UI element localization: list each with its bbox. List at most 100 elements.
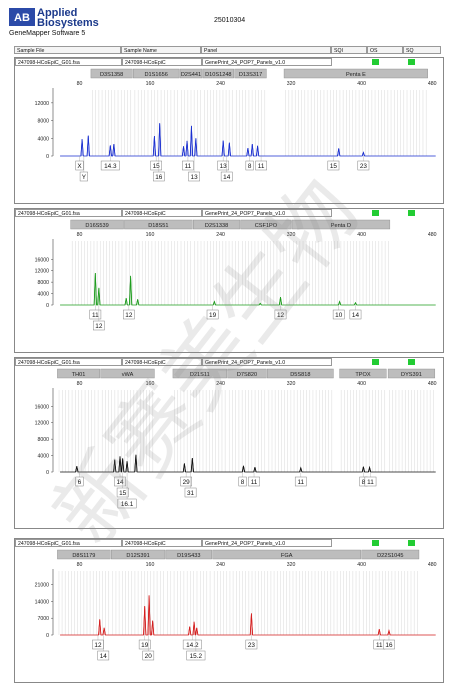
peak bbox=[250, 144, 254, 157]
allele-box bbox=[186, 650, 206, 661]
peak bbox=[227, 142, 231, 157]
marker-bar bbox=[70, 219, 124, 230]
allele-label: 19 bbox=[141, 642, 149, 649]
allele-call: 23 bbox=[357, 156, 370, 171]
allele-label: 8 bbox=[248, 163, 252, 170]
allele-box bbox=[116, 487, 129, 498]
electropherogram-chart-2: D16S539 D18S51 D2S1338 CSF1PO Penta D 80 160 24… bbox=[35, 219, 437, 331]
allele-call: 10 bbox=[332, 305, 345, 320]
allele-call: 11 bbox=[89, 305, 102, 320]
os-status-flag bbox=[372, 59, 379, 65]
marker-bar bbox=[387, 368, 436, 379]
y-tick-label: 8000 bbox=[37, 119, 49, 125]
x-tick-label: 160 bbox=[146, 562, 155, 568]
marker-bar bbox=[361, 549, 420, 560]
allele-call: 12 bbox=[274, 305, 287, 320]
header-sample-file: Sample File bbox=[14, 46, 121, 54]
marker-tpox: TPOX bbox=[339, 368, 387, 379]
marker-d8s1179: D8S1179 bbox=[57, 549, 111, 560]
allele-label: 14 bbox=[100, 653, 108, 660]
peak bbox=[361, 151, 365, 157]
allele-call: 15 bbox=[116, 472, 129, 498]
marker-d5s818: D5S818 bbox=[267, 368, 334, 379]
peak bbox=[258, 302, 262, 306]
os-status-flag bbox=[372, 359, 379, 365]
allele-box bbox=[332, 309, 345, 320]
marker-label: D22S1045 bbox=[377, 553, 403, 559]
bin-lines bbox=[92, 90, 427, 156]
allele-call: 15 bbox=[327, 156, 340, 171]
allele-label: 14.3 bbox=[104, 163, 117, 170]
marker-bar bbox=[124, 219, 193, 230]
peak bbox=[80, 139, 84, 157]
peak bbox=[97, 287, 101, 306]
allele-label: 16 bbox=[155, 174, 163, 181]
marker-label: D2S441 bbox=[181, 72, 201, 78]
allele-label: 23 bbox=[360, 163, 368, 170]
allele-label: 11 bbox=[376, 642, 383, 649]
peak bbox=[377, 629, 381, 636]
allele-box bbox=[182, 160, 194, 171]
y-tick-label: 0 bbox=[46, 633, 49, 639]
header-sample-name: Sample Name bbox=[121, 46, 201, 54]
allele-box bbox=[255, 160, 267, 171]
allele-box bbox=[75, 476, 84, 487]
allele-label: X bbox=[77, 163, 82, 170]
marker-label: D12S391 bbox=[126, 553, 149, 559]
marker-d12s391: D12S391 bbox=[110, 549, 166, 560]
sample-name-value: 247098-HCoEpiC bbox=[122, 358, 202, 366]
marker-bar bbox=[165, 549, 212, 560]
bin-lines bbox=[58, 571, 418, 635]
marker-d13s317: D13S317 bbox=[234, 68, 267, 79]
peak bbox=[387, 629, 391, 636]
marker-bar bbox=[339, 368, 387, 379]
panel-2: 247098-HCoEpiC_G01.fsa 247098-HCoEpiC Gene… bbox=[14, 208, 444, 353]
marker-d1s1656: D1S1656 bbox=[133, 68, 180, 79]
allele-box bbox=[75, 160, 84, 171]
x-tick-label: 160 bbox=[146, 232, 155, 238]
y-tick-label: 21000 bbox=[35, 583, 50, 589]
allele-box bbox=[117, 498, 137, 509]
header-panel: Panel bbox=[201, 46, 331, 54]
sample-file-value: 247098-HCoEpiC_G01.fsa bbox=[15, 58, 122, 66]
software-name: GeneMapper Software 5 bbox=[9, 30, 86, 37]
allele-call: 11 bbox=[364, 472, 377, 487]
panel-value: GenePrint_24_POP7_Panels_v1.0 bbox=[202, 539, 332, 547]
allele-call: 19 bbox=[138, 635, 151, 650]
peak bbox=[152, 136, 156, 157]
peak bbox=[190, 458, 194, 473]
marker-bar bbox=[100, 368, 155, 379]
peak bbox=[124, 298, 128, 306]
sample-name-value: 247098-HCoEpiC bbox=[122, 209, 202, 217]
allele-label: 23 bbox=[248, 642, 256, 649]
peak bbox=[136, 299, 140, 306]
marker-d19s433: D19S433 bbox=[165, 549, 212, 560]
peak bbox=[212, 300, 216, 306]
marker-d3s1358: D3S1358 bbox=[90, 68, 133, 79]
marker-label: D5S818 bbox=[290, 372, 310, 378]
marker-label: D3S1358 bbox=[100, 72, 123, 78]
y-tick-label: 0 bbox=[46, 154, 49, 160]
allele-call: 8 bbox=[238, 472, 247, 487]
allele-label: 14 bbox=[352, 312, 360, 319]
allele-label: 11 bbox=[251, 479, 258, 486]
marker-th01: TH01 bbox=[57, 368, 100, 379]
allele-call: 12 bbox=[93, 305, 105, 331]
marker-label: Penta D bbox=[331, 223, 351, 229]
panel-1: 247098-HCoEpiC_G01.fsa 247098-HCoEpiC Gene… bbox=[14, 57, 444, 204]
allele-call: 16 bbox=[383, 635, 395, 650]
peak bbox=[256, 145, 260, 157]
marker-bar bbox=[227, 368, 267, 379]
marker-label: CSF1PO bbox=[255, 223, 278, 229]
allele-call: 16 bbox=[152, 156, 165, 182]
peak bbox=[188, 626, 192, 636]
allele-call: 12 bbox=[123, 305, 135, 320]
allele-label: 14 bbox=[223, 174, 231, 181]
peak bbox=[194, 138, 198, 157]
peak bbox=[158, 123, 162, 157]
marker-label: FGA bbox=[281, 553, 293, 559]
allele-label: 14.2 bbox=[186, 642, 199, 649]
allele-box bbox=[89, 309, 102, 320]
peak bbox=[143, 606, 147, 636]
peak bbox=[368, 466, 372, 473]
